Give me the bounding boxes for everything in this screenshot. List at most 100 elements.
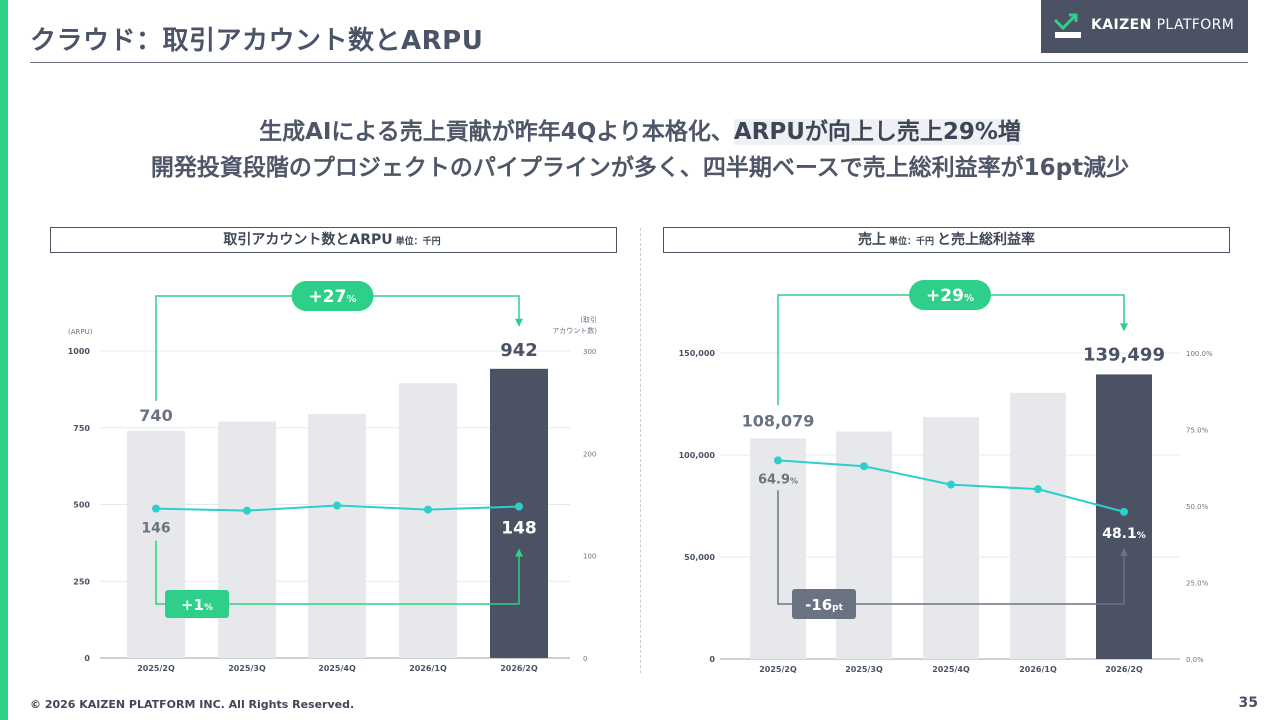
left-axis-tick-label: 500 <box>73 501 90 510</box>
headline-highlight: ARPUが向上し売上29%増 <box>733 119 1021 145</box>
logo-check-icon <box>1053 13 1081 38</box>
right-axis-tick-label: 200 <box>583 450 596 458</box>
bar <box>399 383 457 658</box>
bar <box>1096 374 1152 659</box>
page-title: クラウド：取引アカウント数とARPU <box>30 26 484 56</box>
right-axis-tick-label: 300 <box>583 348 596 356</box>
arrow-head-icon <box>1120 547 1128 556</box>
left-axis-label: (ARPU) <box>68 328 93 336</box>
panel-divider <box>640 228 641 673</box>
growth-connector <box>155 295 520 401</box>
right-axis-tick-label: 50.0% <box>1186 503 1209 511</box>
right-axis-label: アカウント数) <box>552 326 597 335</box>
growth-badge <box>909 280 991 310</box>
line-point <box>1120 507 1128 516</box>
growth-connector <box>777 294 1125 406</box>
growth-badge-label-unit: % <box>204 603 213 613</box>
line-value-label: 146 <box>141 521 170 537</box>
line-point <box>243 506 251 515</box>
line-value-label-unit: % <box>1137 531 1146 541</box>
right-panel-unit: 単位：千円 <box>888 237 934 247</box>
accent-bar <box>0 0 8 720</box>
line-value-label: 64.9% <box>758 472 798 487</box>
growth-badge <box>291 281 374 311</box>
right-axis-tick-label: 0 <box>583 655 587 663</box>
arpu-accounts-chart: 0 250 500 750 1000 0 100 200 300 2025/2Q 2025/3Q 20… <box>68 281 597 673</box>
revenue-margin-chart: 0 50,000 100,000 150,000 0.0% 25.0% 50.0% 75.0%… <box>679 280 1213 674</box>
bar <box>490 368 548 658</box>
right-axis-tick-label: 0.0% <box>1186 656 1204 664</box>
margin-badge <box>792 589 856 619</box>
line-value-label-value: 48.1 <box>1102 526 1137 542</box>
left-axis-tick-label: 1000 <box>68 347 91 356</box>
line-point <box>515 502 523 511</box>
headline-line-1: 生成AIによる売上貢献が昨年4Qより本格化、ARPUが向上し売上29%増 <box>0 112 1280 146</box>
growth-badge-label-value: +1 <box>181 596 204 614</box>
logo-text: KAIZEN PLATFORM <box>1091 17 1234 33</box>
left-axis-tick-label: 150,000 <box>679 349 716 358</box>
right-panel-title-b: と売上総利益率 <box>937 232 1035 248</box>
line-point <box>860 462 868 471</box>
margin-connector <box>777 490 1125 605</box>
bar <box>1010 392 1066 659</box>
margin-badge-label-value: -16 <box>805 596 832 614</box>
line-point <box>1034 485 1042 494</box>
bar-value-label: 108,079 <box>742 412 815 431</box>
company-logo: KAIZEN PLATFORM <box>1041 0 1248 53</box>
right-panel-title-a: 売上 <box>857 232 886 248</box>
bar-value-label: 139,499 <box>1083 344 1165 365</box>
right-axis-tick-label: 25.0% <box>1186 580 1209 588</box>
left-axis-tick-label: 100,000 <box>679 451 716 460</box>
growth-badge <box>165 590 229 618</box>
arrow-head-icon <box>1120 323 1128 332</box>
bar-value-label: 740 <box>139 406 172 425</box>
logo-text-bold: KAIZEN <box>1091 17 1152 33</box>
line-point <box>333 501 341 510</box>
left-axis-tick-label: 50,000 <box>684 553 715 562</box>
left-panel-title-text: 取引アカウント数とARPU <box>223 232 393 248</box>
x-axis-tick-label: 2025/2Q <box>137 664 175 673</box>
line-value-label-value: 64.9 <box>758 472 790 487</box>
growth-badge-label: +1% <box>181 596 213 614</box>
arrow-head-icon <box>515 318 523 327</box>
left-axis-tick-label: 0 <box>709 655 715 664</box>
x-axis-tick-label: 2026/1Q <box>409 664 447 673</box>
left-axis-tick-label: 0 <box>84 654 90 663</box>
left-axis-tick-label: 750 <box>73 424 90 433</box>
bar-value-label: 942 <box>500 340 538 361</box>
right-axis-tick-label: 100.0% <box>1186 350 1213 358</box>
line-point <box>947 480 955 489</box>
left-panel-title: 取引アカウント数とARPU 単位：千円 <box>50 227 617 253</box>
line-point <box>424 505 432 514</box>
x-axis-tick-label: 2025/4Q <box>932 665 970 674</box>
copyright-footer: © 2026 KAIZEN PLATFORM INC. All Rights R… <box>30 698 355 711</box>
right-axis-tick-label: 100 <box>583 553 596 561</box>
growth-badge-label: +29% <box>926 286 974 306</box>
margin-badge-label: -16pt <box>805 596 844 614</box>
page-number: 35 <box>1238 695 1258 711</box>
x-axis-tick-label: 2026/2Q <box>1105 665 1143 674</box>
bar <box>923 417 979 659</box>
x-axis-tick-label: 2026/2Q <box>500 664 538 673</box>
growth-badge-label: +27% <box>309 287 357 307</box>
bar <box>308 413 366 658</box>
x-axis-tick-label: 2025/3Q <box>845 665 883 674</box>
logo-text-light: PLATFORM <box>1151 17 1235 33</box>
headline-line-1-text: 生成AIによる売上貢献が昨年4Qより本格化、 <box>259 119 734 145</box>
right-axis-label: (取引 <box>580 315 597 324</box>
x-axis-tick-label: 2025/3Q <box>228 664 266 673</box>
x-axis-tick-label: 2026/1Q <box>1019 665 1057 674</box>
right-panel-title: 売上 単位：千円 と売上総利益率 <box>663 227 1230 253</box>
bar <box>218 421 276 658</box>
arrow-head-icon <box>515 548 523 557</box>
line-value-label: 148 <box>501 519 537 539</box>
margin-badge-label-unit: pt <box>832 603 843 613</box>
x-axis-tick-label: 2025/4Q <box>318 664 356 673</box>
growth-badge-label-unit: % <box>346 294 356 305</box>
line-point <box>774 456 782 465</box>
growth-badge-label-value: +27 <box>309 287 347 307</box>
left-panel-unit: 単位：千円 <box>395 237 441 247</box>
left-axis-tick-label: 250 <box>73 577 90 586</box>
headline-line-2: 開発投資段階のプロジェクトのパイプラインが多く、四半期ベースで売上総利益率が16… <box>150 155 1130 181</box>
title-divider <box>30 62 1248 63</box>
